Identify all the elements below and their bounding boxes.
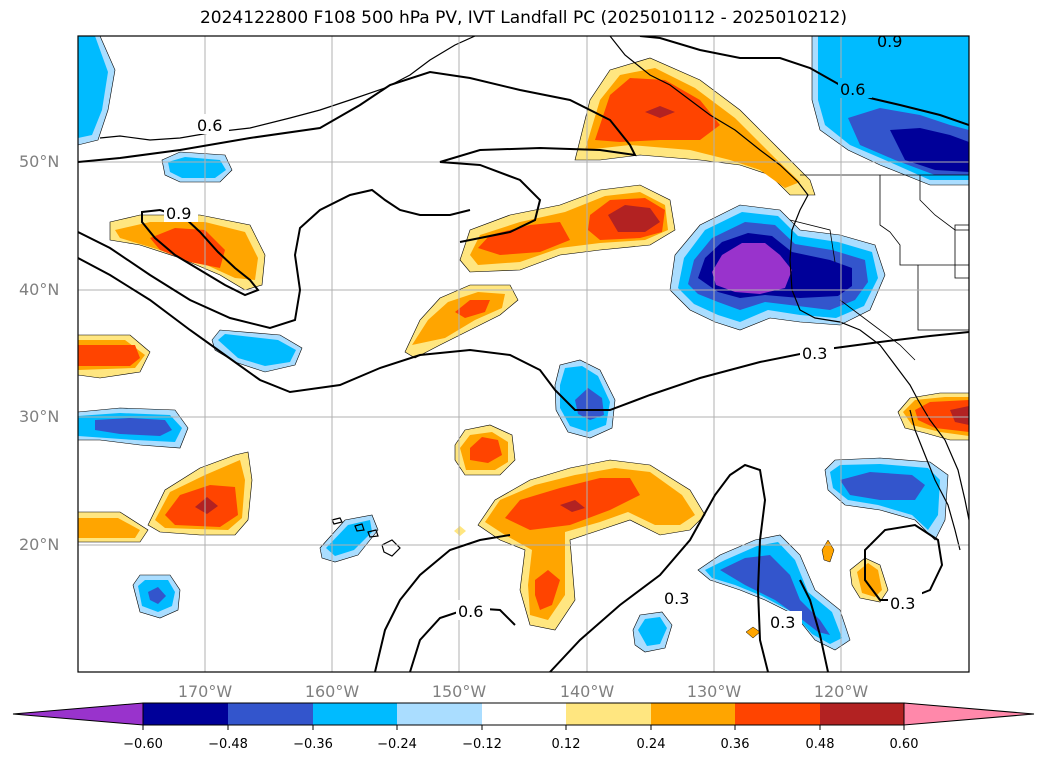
colorbar-label: 0.48 [805, 737, 835, 752]
colorbar-swatch [228, 703, 313, 725]
colorbar-label: 0.24 [636, 737, 666, 752]
coastlines [99, 36, 969, 551]
colorbar-extend-max [903, 702, 1035, 726]
political-borders [789, 174, 969, 361]
colorbar-label: −0.60 [123, 737, 163, 752]
lon-label-170w: 170°W [177, 682, 233, 701]
pv-contours [78, 36, 969, 672]
map-title: 2024122800 F108 500 hPa PV, IVT Landfall… [199, 8, 847, 28]
anomaly-ne-50n-neg [811, 36, 969, 186]
lon-label-140w: 140°W [559, 682, 615, 701]
anomaly-170w-22n [147, 451, 253, 536]
colorbar-swatch [397, 703, 482, 725]
contour-label-03-s: 0.3 [664, 589, 689, 608]
contour-labels: 0.6 0.9 0.9 0.6 0.3 0.6 0.3 0.3 0.3 [164, 32, 922, 632]
anomaly-45n-band [459, 184, 676, 273]
lat-label-20n: 20°N [19, 535, 60, 554]
contour-label-03-se: 0.3 [770, 613, 795, 632]
contour-label-09-ne: 0.9 [877, 32, 902, 51]
anomaly-175w-16n-neg [132, 574, 181, 619]
contour-label-03-e: 0.3 [802, 344, 827, 363]
colorbar-swatch [735, 703, 820, 725]
map-plot-area: 0.6 0.9 0.9 0.6 0.3 0.6 0.3 0.3 0.3 [78, 32, 969, 672]
anomaly-west-20n [78, 511, 149, 543]
contour-label-09-w: 0.9 [166, 204, 191, 223]
anomaly-west-30n-neg [78, 407, 189, 449]
lon-label-150w: 150°W [431, 682, 487, 701]
contour-label-06-s: 0.6 [458, 602, 483, 621]
colorbar-label: 0.12 [551, 737, 581, 752]
colorbar-label: 0.60 [889, 737, 919, 752]
colorbar-label: −0.36 [293, 737, 333, 752]
anomaly-140w-32n-neg [554, 359, 616, 439]
contour-label-06-nw: 0.6 [197, 116, 222, 135]
anomaly-128w-17n-neg [697, 534, 851, 651]
colorbar-extend-min [12, 702, 144, 726]
anomaly-west-35n [78, 334, 151, 379]
anomaly-120w-25n-neg [824, 457, 949, 541]
colorbar-label: 0.36 [720, 737, 750, 752]
contour-label-03-far: 0.3 [890, 594, 915, 613]
anomaly-135w-13n-neg [632, 611, 673, 653]
colorbar-label: −0.12 [462, 737, 502, 752]
hawaii-islands [331, 517, 401, 557]
lon-label-120w: 120°W [813, 682, 869, 701]
colorbar-swatch [482, 703, 566, 725]
anomaly-140w-21n [477, 459, 706, 631]
anomaly-115w-17n [849, 557, 889, 603]
lat-label-30n: 30°N [19, 407, 60, 426]
colorbar-label: −0.48 [208, 737, 248, 752]
anomaly-bc-coast [574, 57, 816, 196]
anomaly-165w-50n-neg [161, 151, 233, 183]
colorbar-label: −0.24 [377, 737, 417, 752]
positive-anomaly-fills [78, 57, 969, 639]
colorbar-swatch [820, 703, 904, 725]
contour-label-06-ne: 0.6 [840, 80, 865, 99]
lon-label-130w: 130°W [686, 682, 742, 701]
colorbar [12, 702, 1035, 730]
colorbar-swatch [143, 703, 228, 725]
lon-label-160w: 160°W [304, 682, 360, 701]
graticule [78, 36, 969, 672]
anomaly-west-55n-neg [78, 36, 116, 146]
anomaly-148w-28n [454, 424, 516, 476]
lat-label-50n: 50°N [19, 152, 60, 171]
map-frame [77, 35, 970, 673]
lat-label-40n: 40°N [19, 280, 60, 299]
colorbar-swatch [313, 703, 397, 725]
colorbar-swatch [651, 703, 735, 725]
negative-anomaly-fills [78, 36, 969, 653]
colorbar-swatch [566, 703, 651, 725]
